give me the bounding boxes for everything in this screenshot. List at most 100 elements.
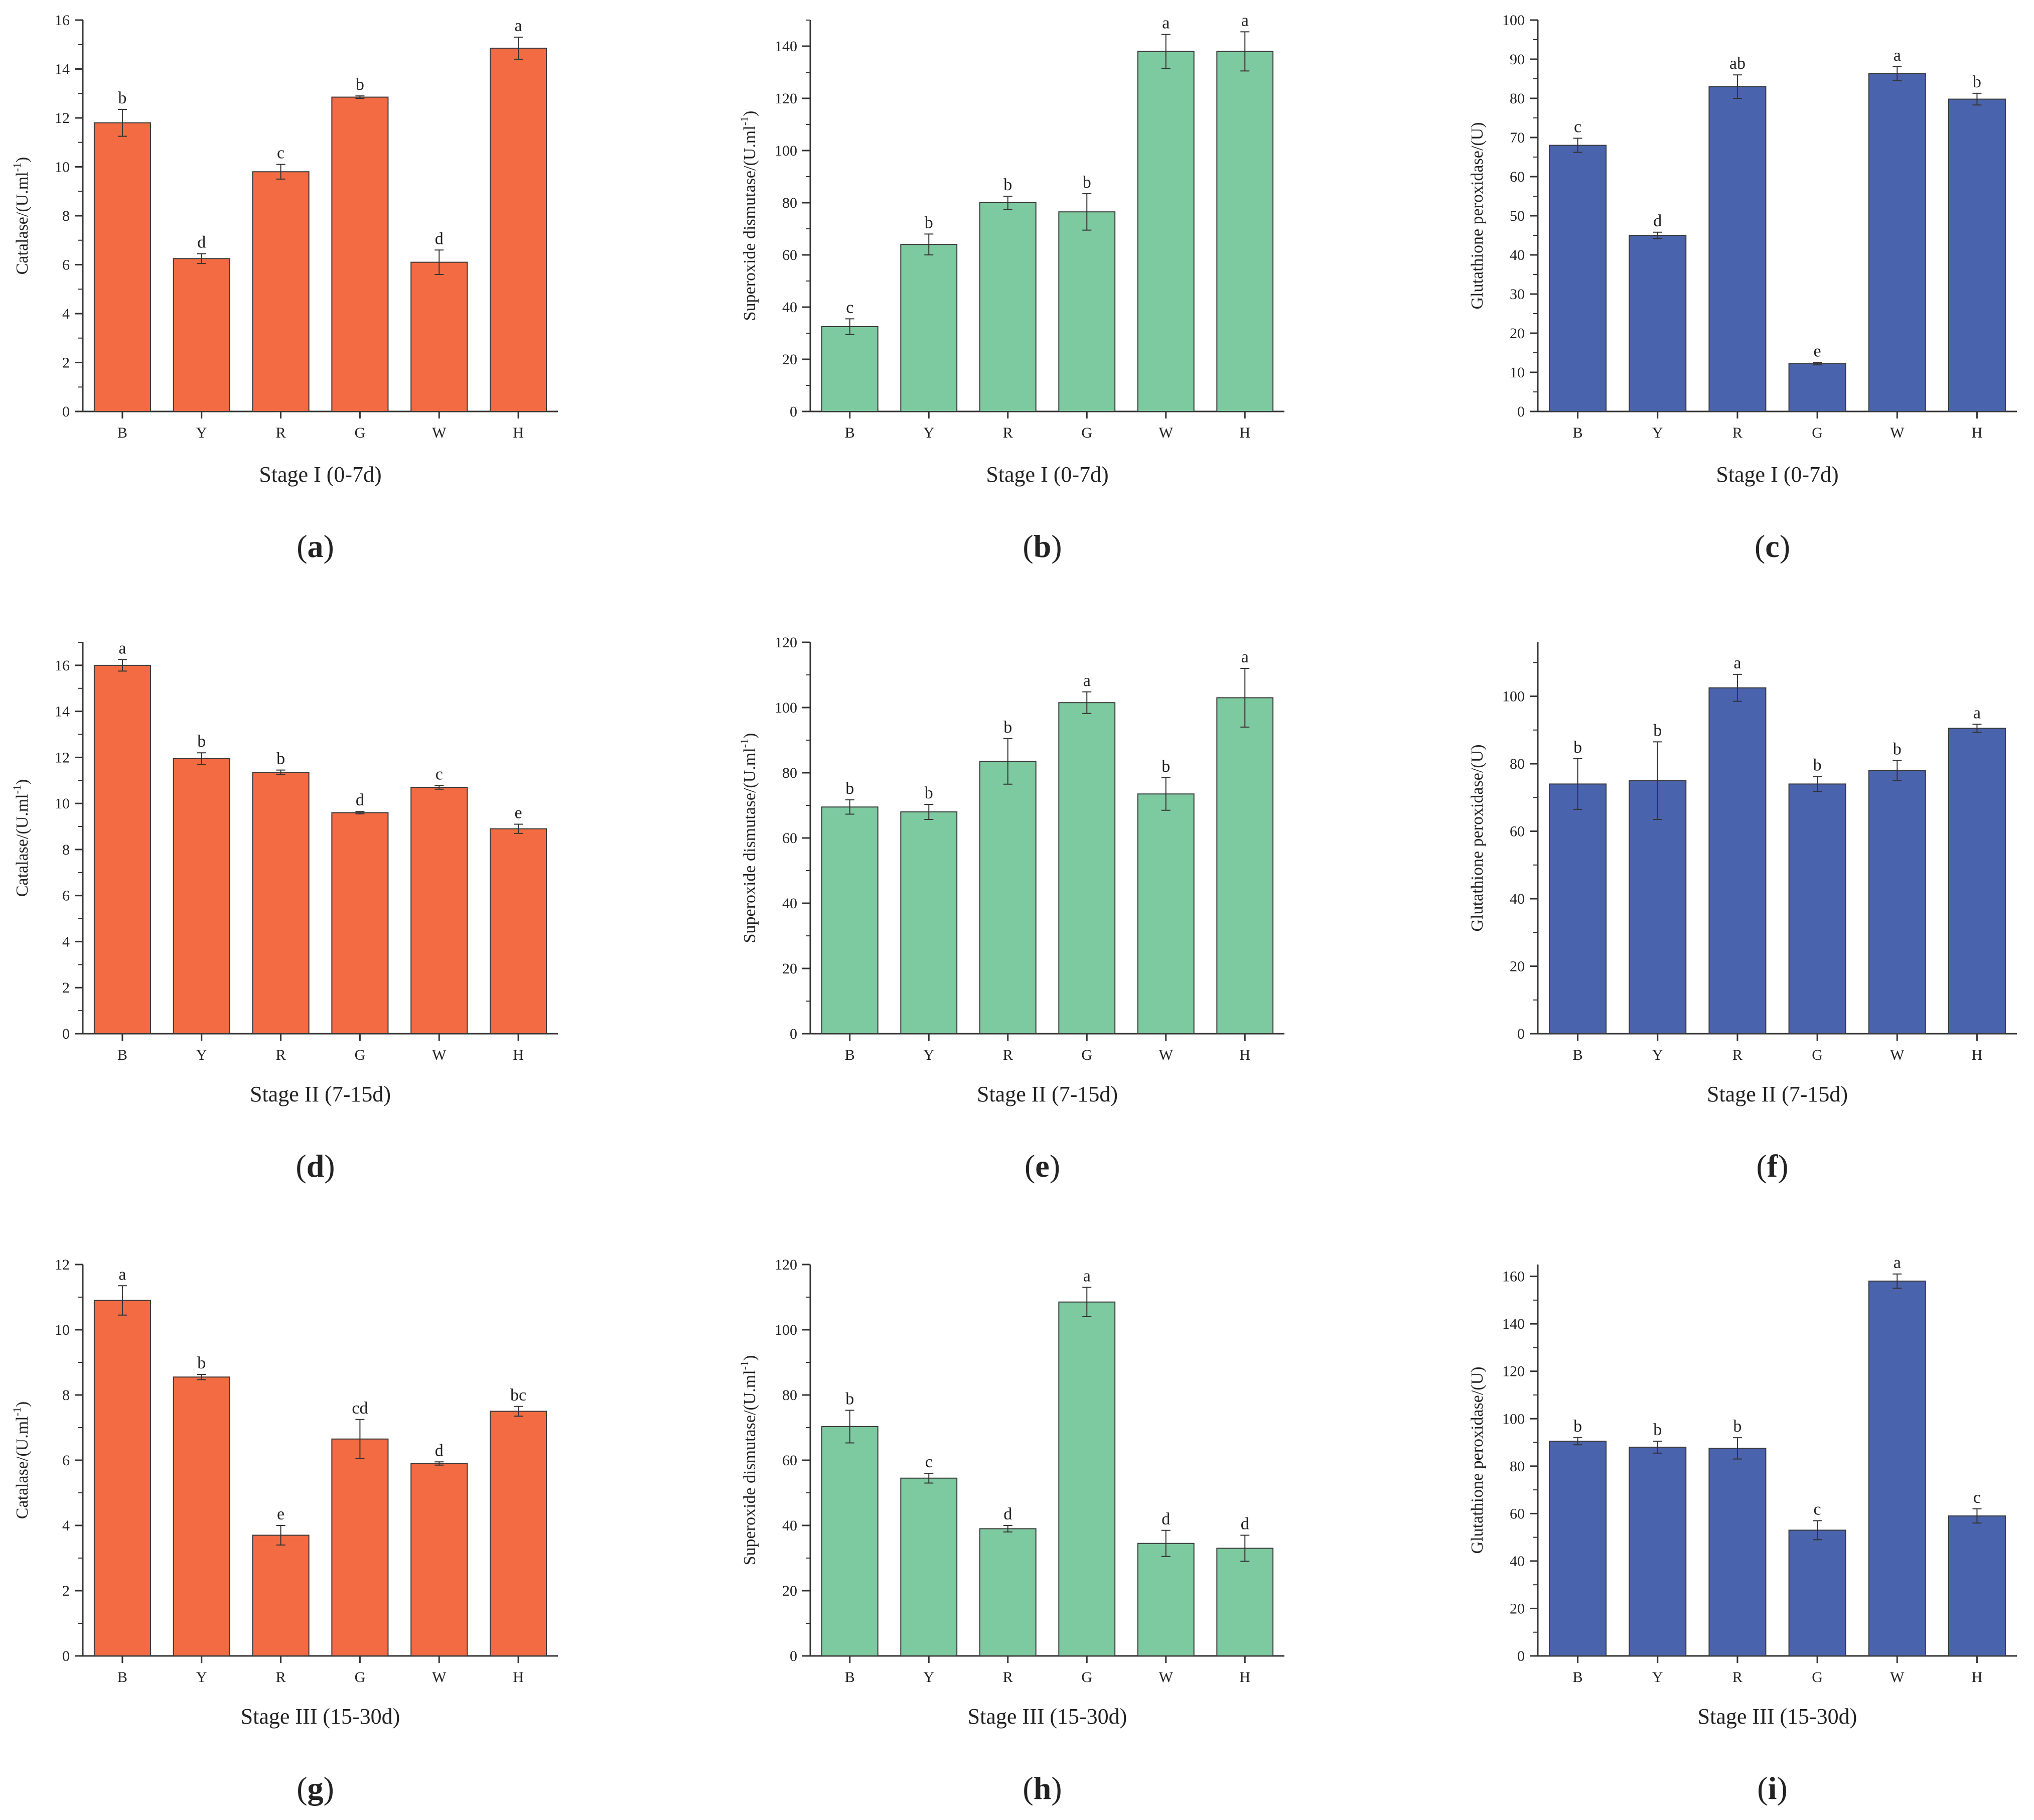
x-tick-label-W: W (1159, 425, 1174, 441)
x-tick-label-R: R (276, 425, 286, 441)
x-tick-label-Y: Y (196, 425, 207, 441)
y-tick-label: 20 (782, 351, 797, 368)
y-tick-label: 16 (55, 12, 70, 29)
bar-H (490, 1411, 547, 1656)
y-tick-label: 60 (1510, 169, 1525, 185)
panel-label-letter: f (1767, 1148, 1778, 1184)
significance-letter-W: d (435, 1441, 444, 1460)
significance-letter-B: c (846, 298, 853, 317)
x-tick-label-H: H (1972, 1669, 1983, 1686)
y-tick-label: 20 (1510, 1600, 1525, 1617)
significance-letter-B: c (1574, 118, 1581, 136)
y-tick-label: 20 (782, 1583, 797, 1599)
y-tick-label: 10 (55, 1322, 70, 1338)
chart-panel-h: 0 20 40 60 80 100 120 Superoxide dismutase/(U.m… (738, 1256, 1284, 1806)
significance-letter-B: b (118, 89, 126, 107)
bar-R (252, 1534, 310, 1656)
significance-letter-Y: b (1653, 721, 1662, 740)
significance-letter-B: a (118, 1265, 126, 1284)
y-tick-label: 30 (1510, 286, 1525, 303)
chart-panel-c: 0 10 20 30 40 50 60 70 80 90 100 Glutathione peroxi… (1468, 12, 2017, 564)
y-axis-label-end: ) (13, 779, 32, 785)
panel-label-letter: h (1034, 1770, 1052, 1806)
x-tick-label-Y: Y (923, 1047, 934, 1063)
panel-label-close: ) (1050, 1148, 1060, 1184)
panel-label-close: ) (324, 528, 334, 564)
significance-letter-Y: d (1653, 212, 1662, 230)
panel-label-letter: i (1768, 1770, 1777, 1806)
x-tick-label-G: G (355, 1047, 366, 1063)
significance-letter-W: b (1893, 740, 1902, 758)
y-tick-label: 14 (55, 61, 70, 78)
y-tick-label: 60 (782, 830, 797, 847)
bar-G (1788, 1529, 1846, 1657)
y-axis-label-end: ) (741, 733, 759, 739)
bar-R (252, 171, 310, 412)
significance-letter-W: a (1162, 14, 1170, 33)
y-tick-label: 8 (62, 208, 70, 224)
y-axis-label-superscript: -1 (11, 1407, 23, 1416)
significance-letter-G: c (1814, 1500, 1821, 1519)
bar-W (410, 787, 468, 1034)
significance-letter-Y: b (925, 784, 933, 802)
x-tick-label-H: H (513, 1669, 524, 1686)
significance-letter-H: a (515, 17, 522, 35)
significance-letter-W: d (435, 229, 444, 248)
x-tick-label-B: B (845, 1669, 855, 1686)
significance-letter-H: d (1241, 1515, 1249, 1533)
bar-B (93, 1300, 151, 1656)
bar-B (1549, 145, 1607, 412)
bar-Y (900, 244, 958, 412)
significance-letter-G: a (1083, 1267, 1091, 1286)
y-tick-label: 160 (1502, 1269, 1525, 1285)
bar-B (821, 1426, 879, 1657)
x-tick-label-B: B (117, 1669, 127, 1686)
significance-letter-W: d (1161, 1510, 1170, 1528)
panel-label-letter: c (1765, 528, 1779, 564)
bar-H (490, 48, 547, 412)
x-axis-label: Stage I (0-7d) (986, 462, 1108, 487)
panel-label: (h) (1023, 1770, 1062, 1806)
significance-letter-Y: b (1653, 1421, 1662, 1439)
y-tick-label: 0 (1517, 1026, 1525, 1042)
y-axis-label-text: Catalase/(U.ml (13, 794, 32, 897)
y-tick-label: 100 (1502, 688, 1525, 705)
panel-label-open: ( (297, 528, 307, 564)
y-axis-label-superscript: -1 (738, 739, 751, 748)
significance-letter-H: b (1973, 73, 1981, 91)
x-tick-label-G: G (1812, 1047, 1823, 1063)
y-tick-label: 12 (55, 749, 70, 766)
y-tick-label: 2 (62, 1583, 70, 1599)
x-tick-label-G: G (1081, 425, 1092, 441)
y-axis-label-text: Glutathione peroxidase/(U) (1468, 122, 1487, 310)
x-axis-label: Stage III (15-30d) (1698, 1704, 1857, 1729)
bar-G (1058, 211, 1116, 412)
x-tick-label-W: W (1890, 1669, 1905, 1686)
x-tick-label-Y: Y (1652, 1047, 1663, 1063)
x-tick-label-Y: Y (1652, 1669, 1663, 1686)
y-tick-label: 2 (62, 355, 70, 371)
bar-W (1868, 73, 1926, 412)
y-tick-label: 120 (775, 634, 797, 651)
x-tick-label-W: W (432, 425, 447, 441)
y-axis-label-text: Glutathione peroxidase/(U) (1468, 745, 1487, 932)
significance-letter-G: a (1083, 671, 1091, 690)
y-tick-label: 100 (775, 699, 797, 716)
y-tick-label: 50 (1510, 208, 1525, 224)
significance-letter-R: a (1733, 654, 1741, 672)
bar-B (1549, 1441, 1607, 1657)
panel-label: (a) (297, 528, 334, 564)
y-tick-label: 80 (782, 1387, 797, 1404)
chart-panel-a: 0 2 4 6 8 10 12 14 16 Catalase/(U.ml-1) b Bd Yc Rb Gd W… (11, 12, 558, 564)
significance-letter-H: a (1973, 704, 1981, 722)
x-axis-label: Stage III (15-30d) (241, 1704, 400, 1729)
bar-B (821, 806, 879, 1034)
panel-label-open: ( (1755, 528, 1765, 564)
bar-W (1868, 770, 1926, 1034)
y-axis-label-superscript: -1 (738, 1361, 751, 1370)
significance-letter-Y: b (197, 732, 206, 751)
x-axis-label: Stage II (7-15d) (250, 1082, 391, 1106)
significance-letter-G: b (356, 75, 364, 94)
y-axis-label-end: ) (13, 1402, 32, 1407)
x-tick-label-G: G (1081, 1047, 1092, 1063)
